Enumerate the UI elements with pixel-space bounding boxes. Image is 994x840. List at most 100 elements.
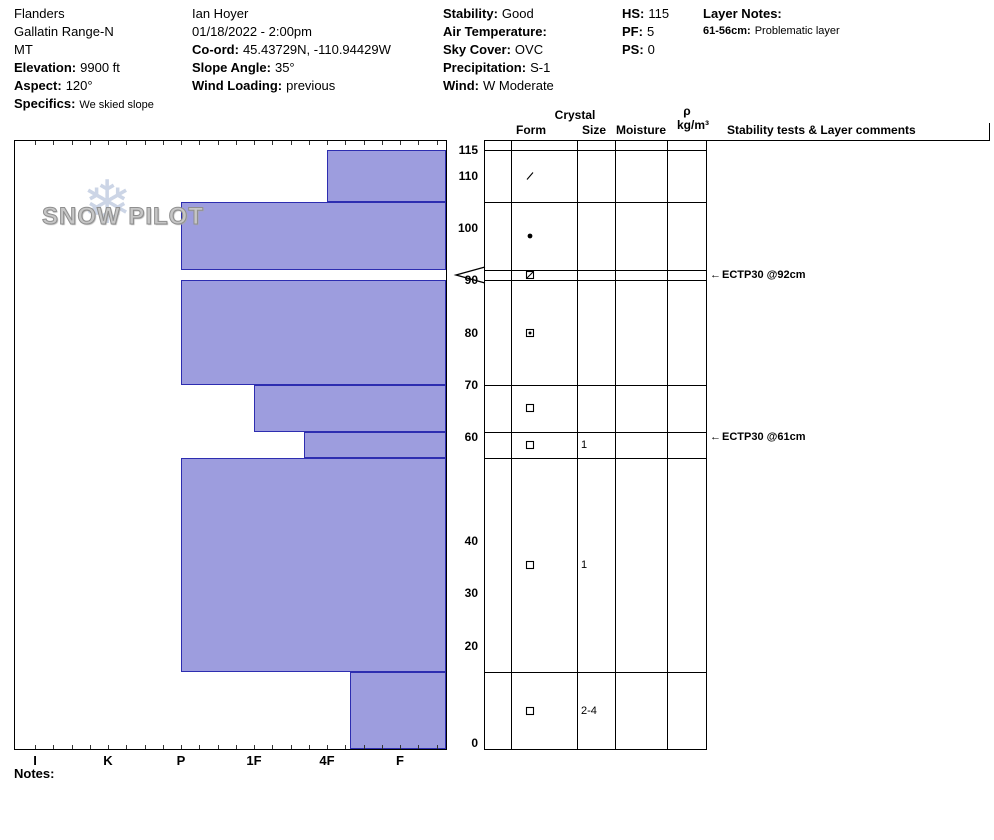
hardness-tick-label: 4F: [319, 753, 335, 768]
crystal-grid: 1 1 2-4: [484, 140, 707, 750]
coord-label: Co-ord:: [192, 42, 239, 57]
grain-form-symbol-square-dot: [525, 328, 535, 337]
wind-value: W Moderate: [482, 78, 554, 93]
hardness-minor-tick: [35, 745, 36, 749]
hardness-minor-tick: [144, 141, 146, 145]
depth-tick-label: 40: [464, 534, 478, 549]
depth-tick-label: 100: [457, 221, 478, 236]
stability-value: Good: [501, 6, 534, 21]
col-header-stability-comments: Stability tests & Layer comments: [727, 123, 916, 137]
grid-divider-moisture-density: [667, 141, 668, 749]
layer-boundary-line: [485, 457, 706, 459]
observer-name: Ian Hoyer: [192, 6, 249, 21]
hardness-minor-tick: [345, 745, 347, 749]
depth-tick-label: 80: [464, 325, 478, 340]
grain-size-value: 1: [581, 558, 588, 571]
hs-value: 115: [648, 6, 670, 21]
col-header-form: Form: [516, 123, 546, 137]
grain-form-symbol-square: [525, 404, 535, 413]
layer-note-text: Problematic layer: [754, 25, 840, 37]
layer-boundary-line: [485, 384, 706, 386]
hardness-minor-tick: [181, 141, 182, 145]
specifics-label: Specifics:: [14, 96, 76, 111]
stability-test-text: ECTP30 @92cm: [722, 269, 806, 281]
grid-divider: [511, 141, 512, 749]
site-state: MT: [14, 42, 33, 57]
layer-boundary-line: [485, 431, 706, 433]
depth-tick-label: 0: [471, 736, 478, 750]
header-totals-block: HS: 115 PF: 5 PS: 0: [622, 5, 669, 59]
hardness-minor-tick: [345, 141, 347, 145]
depth-tick-label: 90: [464, 273, 478, 288]
hardness-minor-tick: [400, 745, 401, 749]
hardness-minor-tick: [217, 745, 219, 749]
specifics-value: We skied slope: [79, 99, 154, 111]
logo-text: SNOW PILOT: [42, 203, 204, 231]
hardness-minor-tick: [162, 745, 164, 749]
depth-tick-label: 30: [464, 586, 478, 601]
hardness-minor-tick: [290, 141, 292, 145]
grain-size-value: 1: [581, 438, 588, 451]
grain-form-symbol-square: [525, 560, 535, 569]
snowpilot-logo: ❄ SNOW PILOT: [40, 173, 204, 245]
hardness-minor-tick: [89, 141, 91, 145]
grain-form-symbol-dot: [527, 233, 533, 239]
hardness-minor-tick: [35, 141, 36, 145]
hardness-minor-tick: [363, 141, 365, 145]
precipitation-value: S-1: [530, 60, 551, 75]
hardness-minor-tick: [199, 141, 201, 145]
header-site-block: Flanders Gallatin Range-N MT Elevation: 9…: [14, 5, 154, 114]
hardness-minor-tick: [235, 141, 237, 145]
grain-form-symbol-slash: [526, 172, 534, 180]
snow-layer-bar: [303, 431, 446, 458]
col-header-size: Size: [581, 123, 606, 137]
snow-layer-bar: [181, 202, 446, 270]
depth-tick-label: 70: [464, 377, 478, 392]
hardness-minor-tick: [436, 745, 438, 749]
snowflake-icon: ❄: [82, 169, 133, 236]
ps-value: 0: [647, 42, 655, 57]
hardness-minor-tick: [217, 141, 219, 145]
comments-panel: ←ECTP30 @92cm ←ECTP30 @61cm: [708, 140, 990, 750]
sky-cover-value: OVC: [514, 42, 544, 57]
site-name: Flanders: [14, 6, 65, 21]
hardness-minor-tick: [144, 745, 146, 749]
hardness-minor-tick: [418, 141, 420, 145]
hardness-minor-tick: [53, 141, 55, 145]
aspect-label: Aspect:: [14, 78, 62, 93]
hardness-minor-tick: [162, 141, 164, 145]
header-layer-notes-block: Layer Notes: 61-56cm: Problematic layer: [703, 5, 840, 38]
precipitation-label: Precipitation:: [443, 60, 527, 75]
layer-boundary-line: [485, 280, 706, 282]
hardness-tick-label: I: [33, 753, 37, 768]
hardness-minor-tick: [108, 141, 109, 145]
snow-layer-bar: [181, 280, 446, 385]
hardness-minor-tick: [272, 745, 274, 749]
snow-layer-bar: [181, 457, 446, 672]
hardness-minor-tick: [327, 141, 328, 145]
grain-form-symbol-square: [525, 706, 535, 715]
header-conditions-block: Stability: Good Air Temperature: Sky Cove…: [443, 5, 554, 95]
hardness-minor-tick: [272, 141, 274, 145]
col-header-density-rho: ρ: [683, 104, 691, 118]
grain-size-value: 2-4: [581, 704, 597, 717]
pf-value: 5: [646, 24, 655, 39]
slope-angle-label: Slope Angle:: [192, 60, 271, 75]
hardness-minor-tick: [418, 745, 420, 749]
observation-datetime: 01/18/2022 - 2:00pm: [192, 24, 312, 39]
stability-test-annotation: ←ECTP30 @61cm: [710, 430, 806, 444]
grain-form-symbol-square-slash: [525, 271, 535, 280]
hardness-minor-tick: [363, 745, 365, 749]
hardness-minor-tick: [126, 141, 128, 145]
depth-tick-label: 110: [458, 169, 478, 184]
hardness-tick-label: 1F: [246, 753, 262, 768]
layer-boundary-line: [485, 202, 706, 204]
grain-form-symbol-square: [525, 440, 535, 449]
hardness-minor-tick: [381, 745, 383, 749]
hardness-minor-tick: [327, 745, 328, 749]
hardness-minor-tick: [254, 141, 255, 145]
hardness-minor-tick: [308, 141, 310, 145]
sky-cover-label: Sky Cover:: [443, 42, 511, 57]
stability-test-annotation: ←ECTP30 @92cm: [710, 268, 806, 282]
